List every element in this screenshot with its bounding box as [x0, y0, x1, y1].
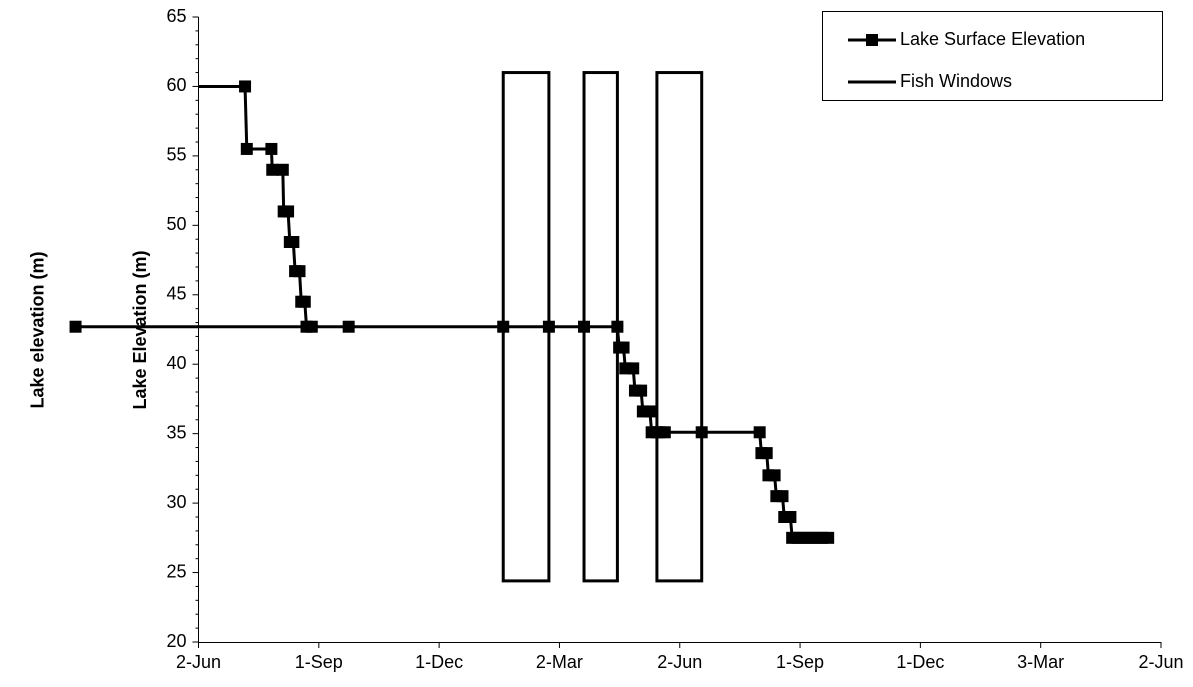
lake-elevation-point — [293, 265, 306, 278]
x-tick-label: 1-Dec — [896, 652, 944, 672]
outer-y-label: Lake elevation (m) — [27, 251, 48, 409]
legend-label: Fish Windows — [900, 71, 1013, 91]
x-tick-label: 2-Jun — [176, 652, 221, 672]
lake-elevation-point — [784, 511, 797, 523]
y-tick-label: 40 — [166, 353, 186, 373]
legend-marker-line — [848, 80, 896, 83]
fish-window-rect — [655, 71, 704, 583]
legend-label: Lake Surface Elevation — [900, 29, 1086, 49]
lake-elevation-point — [265, 142, 278, 155]
lake-elevation-point — [240, 142, 253, 155]
lake-elevation-point — [695, 426, 708, 439]
lake-elevation-point — [578, 320, 591, 333]
x-axis-ticks: 2-Jun 1-Sep 1-Dec 2-Mar 2-Jun 1-Sep 1-Dec 3-Mar… — [176, 642, 1184, 672]
legend-item-fish-windows: Fish Windows — [848, 71, 1012, 92]
lake-elevation-point — [239, 80, 252, 93]
lake-elevation-point — [658, 426, 671, 439]
legend-item-lake-surface-elevation: Lake Surface Elevation — [848, 29, 1085, 50]
lake-elevation-point — [753, 426, 766, 439]
y-tick-label: 25 — [166, 561, 186, 581]
y-tick-label: 65 — [166, 6, 186, 26]
y-axis-title: Lake Elevation (m) — [130, 250, 150, 409]
legend-marker-line-square — [848, 33, 896, 46]
y-tick-label: 30 — [166, 492, 186, 512]
lake-elevation-point — [276, 163, 289, 176]
lake-elevation-point — [266, 163, 279, 176]
x-tick-label: 2-Jun — [1138, 652, 1183, 672]
lake-elevation-point — [287, 236, 300, 248]
x-tick-label: 1-Sep — [776, 652, 824, 672]
x-tick-label: 2-Mar — [536, 652, 583, 672]
y-tick-label: 50 — [166, 214, 186, 234]
lake-elevation-point — [542, 320, 555, 333]
y-tick-label: 20 — [166, 631, 186, 651]
lake-elevation-point — [635, 384, 648, 397]
x-tick-label: 2-Jun — [657, 652, 702, 672]
x-tick-label: 1-Sep — [295, 652, 343, 672]
x-tick-label: 1-Dec — [415, 652, 463, 672]
y-tick-label: 55 — [166, 145, 186, 165]
lake-elevation-point — [342, 320, 355, 333]
lake-elevation-point — [282, 205, 295, 218]
lake-elevation-point — [643, 405, 656, 418]
lake-elevation-point — [768, 469, 781, 482]
legend: Lake Surface Elevation Fish Windows — [822, 11, 1163, 101]
lake-elevation-point — [617, 341, 630, 354]
lake-elevation-point — [298, 295, 311, 308]
lake-elevation-point — [760, 447, 773, 460]
x-tick-label: 3-Mar — [1017, 652, 1064, 672]
y-tick-label: 60 — [166, 75, 186, 95]
y-tick-label: 35 — [166, 422, 186, 442]
lake-elevation-point — [497, 320, 510, 333]
lake-elevation-point — [822, 531, 835, 544]
lake-surface-elevation-series — [69, 80, 835, 544]
lake-elevation-point — [776, 490, 789, 503]
lake-elevation-line — [75, 84, 829, 540]
lake-elevation-point — [627, 362, 640, 375]
lake-elevation-point — [611, 320, 624, 333]
lake-elevation-point — [305, 320, 318, 333]
y-tick-label: 45 — [166, 284, 186, 304]
y-axis-ticks: 20 25 30 35 40 45 50 55 60 65 — [166, 6, 199, 651]
lake-elevation-point — [69, 320, 82, 333]
